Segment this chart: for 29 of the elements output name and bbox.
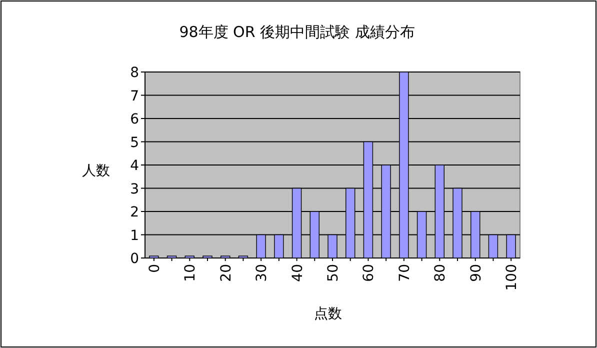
x-tick-label: 50	[326, 264, 342, 282]
y-tick-label: 1	[130, 228, 139, 244]
x-tick-label: 30	[254, 264, 270, 282]
x-tick-label: 20	[218, 264, 234, 282]
y-tick-label: 8	[130, 65, 139, 81]
y-tick-label: 4	[130, 158, 140, 174]
x-tick-label: 10	[182, 264, 199, 282]
x-tick-label: 0	[146, 264, 163, 273]
y-tick-label: 0	[130, 251, 139, 267]
y-tick-label: 5	[130, 134, 139, 151]
y-tick-label: 2	[130, 204, 139, 220]
x-tick-label: 90	[468, 264, 484, 282]
chart-title: 98年度 OR 後期中間試験 成績分布	[179, 23, 415, 41]
x-tick-label: 40	[290, 264, 306, 282]
x-tick-label: 70	[396, 264, 413, 282]
bar	[149, 256, 159, 258]
bar	[184, 256, 194, 258]
bar	[238, 256, 248, 258]
y-tick-label: 7	[130, 88, 139, 104]
bar	[202, 256, 212, 258]
y-axis-title: 人数	[82, 163, 110, 179]
bar	[166, 256, 177, 258]
y-tick-label: 6	[130, 112, 140, 128]
y-tick-label: 3	[130, 181, 139, 198]
x-axis-title: 点数	[314, 306, 342, 322]
x-tick-label: 60	[361, 264, 378, 282]
bar	[220, 256, 230, 258]
x-tick-label: 100	[504, 264, 520, 291]
x-tick-label: 80	[432, 264, 449, 282]
